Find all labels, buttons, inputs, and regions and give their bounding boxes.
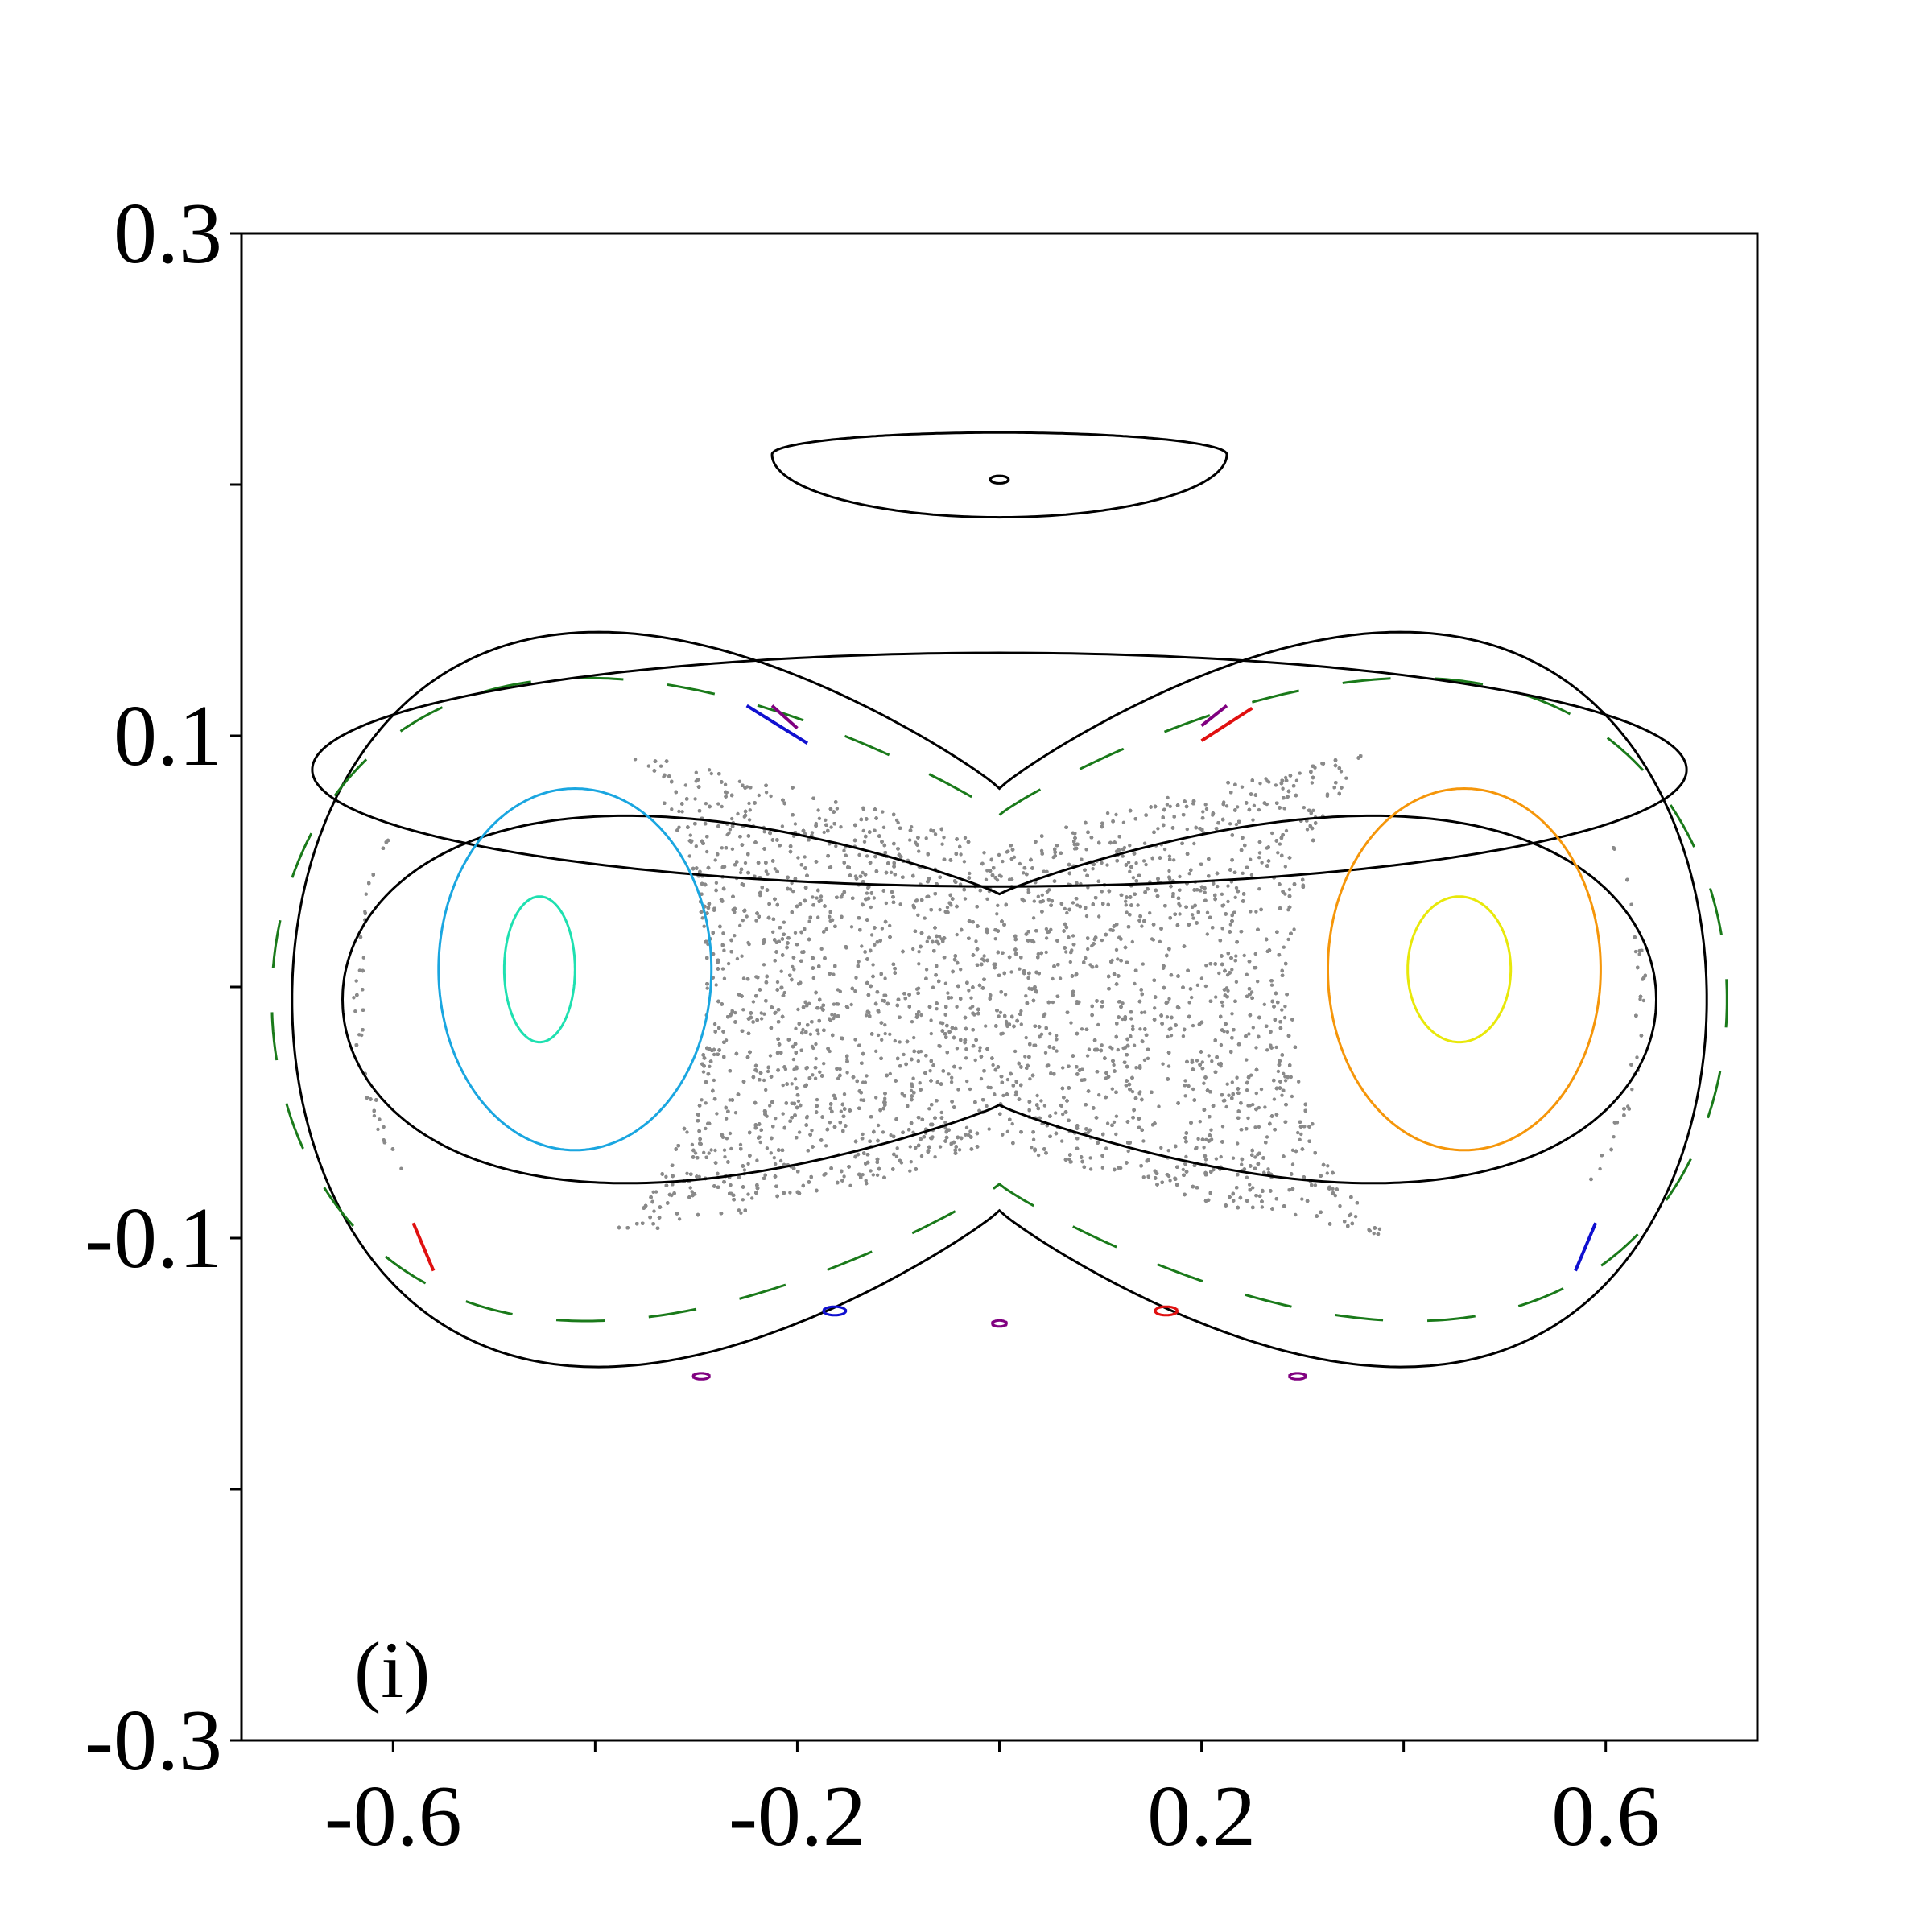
island-segment-17 — [770, 704, 799, 730]
island-ring-9 — [1327, 786, 1602, 1152]
invariant-curve-1 — [341, 814, 1658, 1185]
island-ring-19 — [991, 1319, 1008, 1328]
x-tick-label: 0.2 — [1147, 1769, 1256, 1864]
chaotic-sea — [352, 754, 1648, 1236]
invariant-curve-2 — [291, 630, 1708, 1368]
island-ring-4 — [311, 651, 1688, 888]
island-ring-20 — [691, 1372, 711, 1381]
ticks-layer: -0.6 -0.2 0.2 0.6 -0.3 -0.1 0.1 0.3 — [85, 186, 1660, 1864]
y-tick-label: 0.1 — [114, 688, 222, 784]
x-tick-label: -0.2 — [729, 1769, 866, 1864]
island-segment-18 — [1200, 704, 1228, 728]
invariant-curve-3 — [270, 676, 1728, 1323]
y-tick-label: -0.3 — [85, 1693, 222, 1789]
x-tick-label: -0.6 — [324, 1769, 462, 1864]
island-ring-6 — [989, 474, 1010, 485]
panel-label: (i) — [354, 1625, 430, 1715]
data-layer — [270, 431, 1728, 1381]
island-ring-10 — [1406, 895, 1513, 1044]
island-segment-12 — [1574, 1222, 1597, 1272]
island-ring-5 — [770, 431, 1228, 519]
island-segment-15 — [411, 1222, 436, 1272]
island-ring-7 — [437, 786, 713, 1152]
axes-frame — [240, 232, 1759, 1742]
y-tick-label: 0.3 — [114, 186, 222, 282]
island-ring-16 — [1154, 1305, 1179, 1317]
island-ring-8 — [502, 895, 576, 1044]
island-ring-13 — [822, 1305, 848, 1317]
x-tick-label: 0.6 — [1551, 1769, 1660, 1864]
island-segment-14 — [1200, 707, 1253, 742]
island-ring-21 — [1288, 1372, 1307, 1381]
island-segment-11 — [745, 704, 809, 745]
y-tick-label: -0.1 — [85, 1191, 222, 1286]
